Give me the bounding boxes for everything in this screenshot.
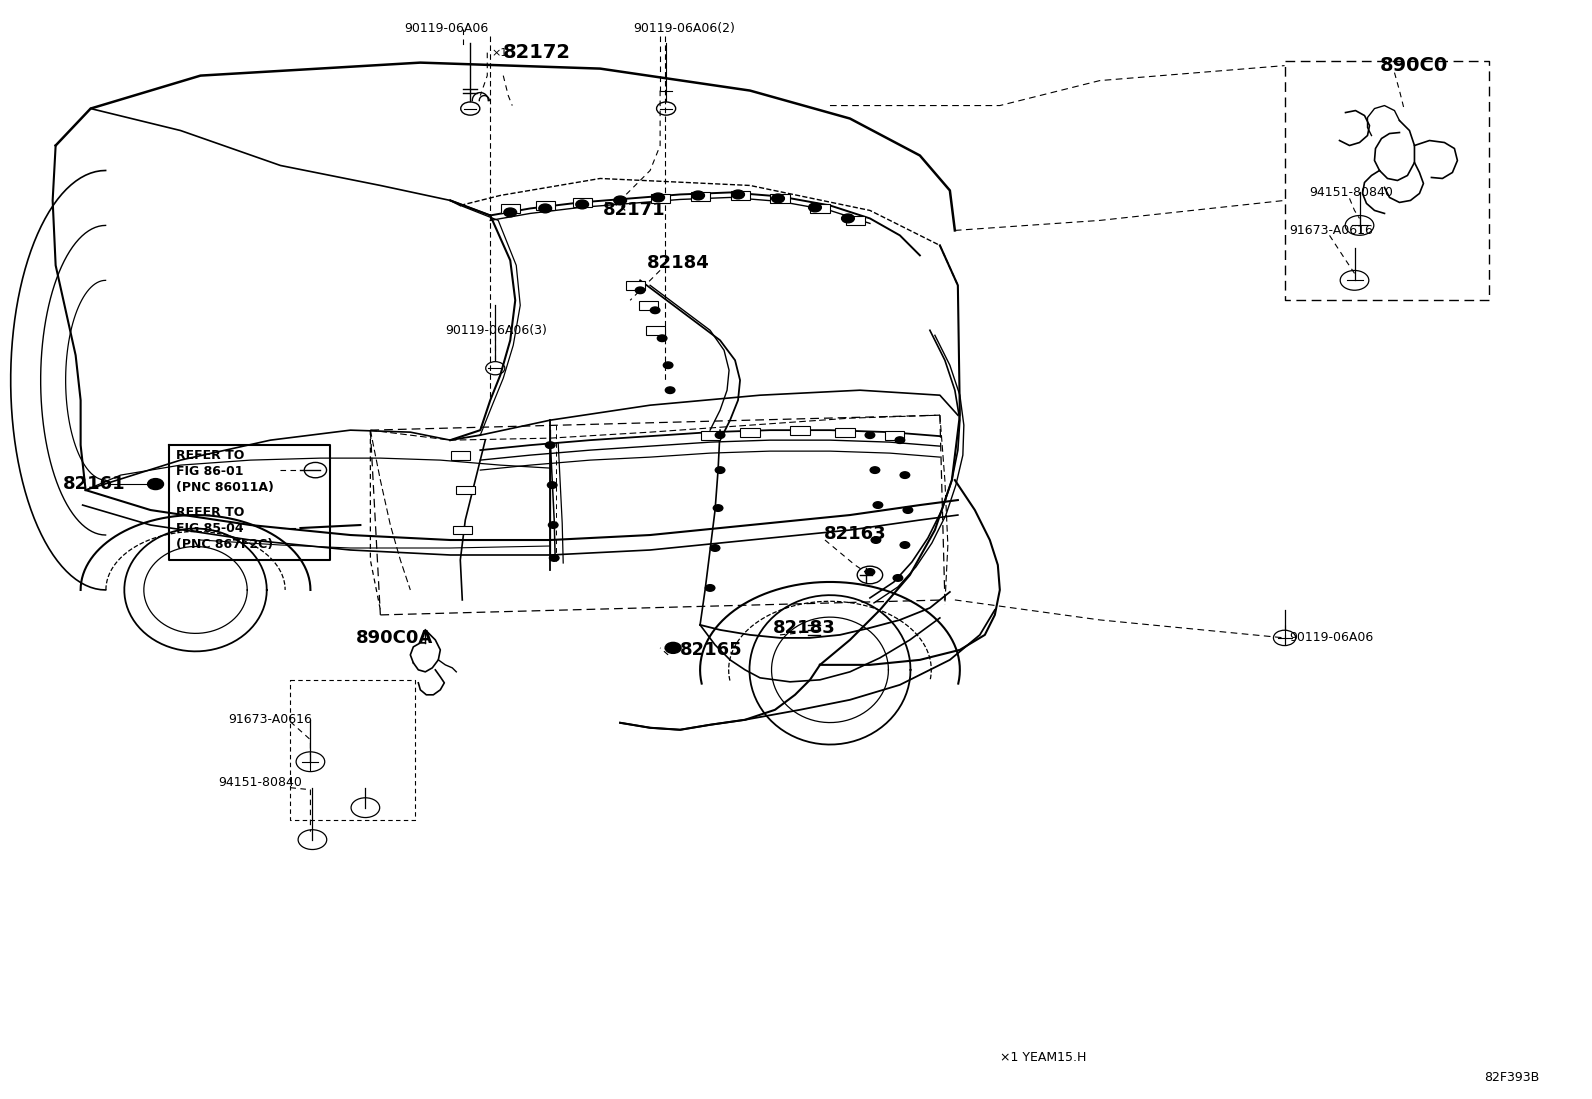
Text: ×1 YEAM15.H: ×1 YEAM15.H <box>1000 1051 1086 1064</box>
Text: 91673-A0616: 91673-A0616 <box>1290 224 1374 237</box>
Text: 82163: 82163 <box>825 525 887 543</box>
Bar <box>646 326 665 335</box>
Circle shape <box>864 432 874 439</box>
Text: 82165: 82165 <box>680 641 743 659</box>
Bar <box>691 192 710 201</box>
Text: 90119-06A06: 90119-06A06 <box>404 22 489 35</box>
Circle shape <box>548 522 557 529</box>
Circle shape <box>842 214 855 223</box>
Circle shape <box>548 481 557 488</box>
Bar <box>771 195 790 203</box>
Text: ×1: ×1 <box>492 47 508 57</box>
Bar <box>452 525 471 534</box>
Bar <box>638 301 657 310</box>
Circle shape <box>549 555 559 562</box>
Text: (PNC 86011A): (PNC 86011A) <box>175 480 274 493</box>
Circle shape <box>651 307 661 313</box>
Circle shape <box>635 287 645 293</box>
Circle shape <box>691 191 704 200</box>
Circle shape <box>871 536 880 543</box>
Circle shape <box>538 204 551 213</box>
Bar <box>501 204 521 213</box>
Text: 890C0: 890C0 <box>1380 56 1447 75</box>
Bar <box>810 204 829 213</box>
Circle shape <box>893 575 903 581</box>
Text: (PNC 867F2C): (PNC 867F2C) <box>175 537 272 551</box>
Text: FIG 85-04: FIG 85-04 <box>175 522 244 534</box>
Text: 82171: 82171 <box>603 201 665 220</box>
Circle shape <box>576 200 589 209</box>
Bar <box>700 431 720 440</box>
Circle shape <box>732 190 745 199</box>
Circle shape <box>872 502 882 509</box>
Circle shape <box>665 643 681 654</box>
Text: 91673-A0616: 91673-A0616 <box>229 713 312 726</box>
Circle shape <box>505 208 517 217</box>
Text: 82172: 82172 <box>501 43 570 63</box>
Bar <box>740 428 759 436</box>
Circle shape <box>899 542 909 548</box>
Bar <box>791 425 810 434</box>
Circle shape <box>713 504 723 511</box>
Text: 90119-06A06: 90119-06A06 <box>1290 632 1374 644</box>
Text: REFER TO: REFER TO <box>175 448 244 462</box>
Bar <box>885 431 904 440</box>
Text: REFER TO: REFER TO <box>175 506 244 519</box>
Circle shape <box>715 467 724 474</box>
Bar <box>626 281 645 290</box>
Bar <box>535 201 554 210</box>
Circle shape <box>903 507 912 513</box>
Text: 82161: 82161 <box>62 475 126 493</box>
Circle shape <box>871 467 880 474</box>
Circle shape <box>651 193 664 202</box>
Circle shape <box>895 436 904 443</box>
Text: 94151-80840: 94151-80840 <box>218 776 302 789</box>
Text: 90119-06A06(3): 90119-06A06(3) <box>446 324 548 336</box>
Circle shape <box>710 545 720 552</box>
Text: 82183: 82183 <box>774 619 836 637</box>
Circle shape <box>864 568 874 575</box>
Circle shape <box>715 432 724 439</box>
Circle shape <box>148 478 164 489</box>
Text: 82184: 82184 <box>646 254 710 273</box>
Text: FIG 86-01: FIG 86-01 <box>175 465 244 478</box>
Bar <box>651 195 670 203</box>
Circle shape <box>772 195 785 203</box>
Circle shape <box>657 335 667 342</box>
Bar <box>573 198 592 207</box>
Bar <box>451 451 470 459</box>
Text: 90119-06A06(2): 90119-06A06(2) <box>634 22 736 35</box>
Text: 82F393B: 82F393B <box>1484 1070 1539 1084</box>
Bar <box>847 217 866 225</box>
Text: 94151-80840: 94151-80840 <box>1310 186 1393 199</box>
Circle shape <box>546 442 556 448</box>
Circle shape <box>899 471 909 478</box>
Circle shape <box>615 196 627 204</box>
Bar <box>455 486 474 495</box>
Circle shape <box>664 362 673 368</box>
Circle shape <box>705 585 715 591</box>
Text: 890C0A: 890C0A <box>355 629 433 647</box>
Bar <box>731 191 750 200</box>
Circle shape <box>665 387 675 393</box>
Bar <box>836 428 855 436</box>
Circle shape <box>809 203 821 212</box>
